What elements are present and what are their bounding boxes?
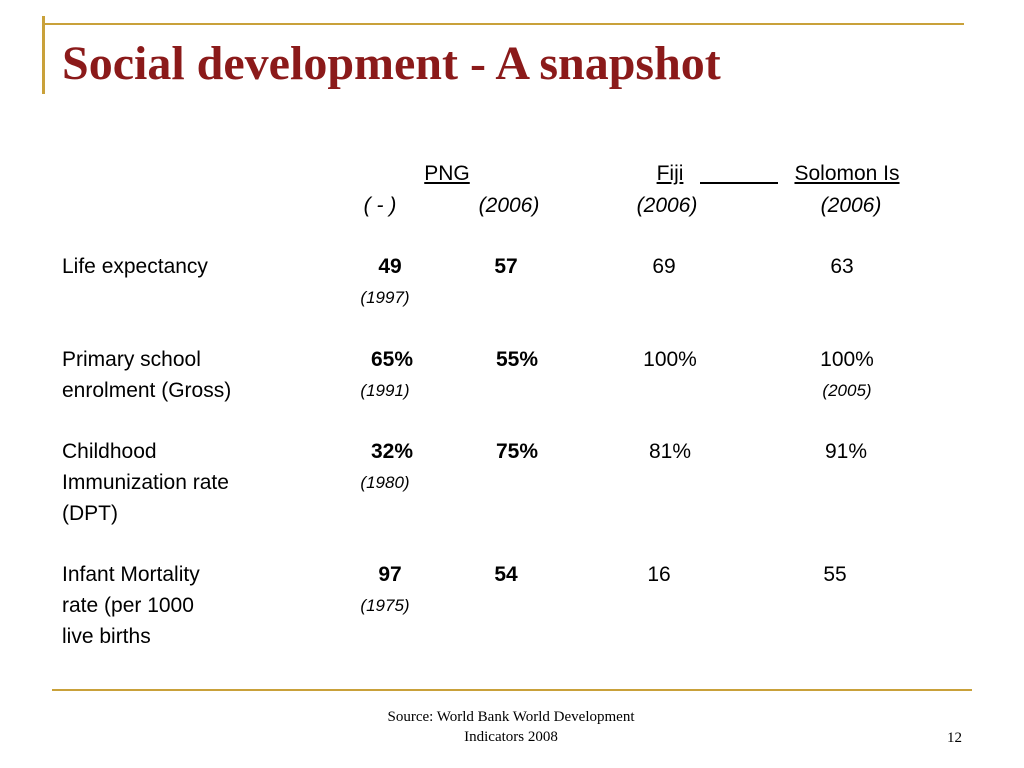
cell-infant-png-2006: 54	[494, 563, 518, 586]
cell-infant-solomon: 55	[823, 563, 847, 586]
cell-life-png-early: 49	[378, 255, 402, 278]
cell-life-fiji: 69	[652, 255, 676, 278]
row-label-immunization-1: Childhood	[62, 440, 157, 463]
cell-immun-png-early: 32%	[370, 440, 414, 463]
decorative-vertical-line	[42, 16, 45, 94]
cell-immun-fiji: 81%	[648, 440, 692, 463]
cell-infant-fiji: 16	[647, 563, 671, 586]
source-line-2: Indicators 2008	[464, 729, 558, 745]
col-header-fiji: Fiji	[656, 162, 684, 185]
slide-title: Social development - A snapshot	[62, 37, 721, 90]
cell-enrol-png-2006: 55%	[495, 348, 539, 371]
source-line-1: Source: World Bank World Development	[387, 709, 635, 725]
row-label-immunization-3: (DPT)	[62, 502, 118, 525]
source-note: Source: World Bank World Development Ind…	[388, 707, 635, 747]
cell-enrol-solomon: 100%	[820, 348, 874, 371]
cell-life-solomon: 63	[830, 255, 854, 278]
cell-infant-png-early: 97	[378, 563, 402, 586]
cell-immun-solomon: 91%	[824, 440, 868, 463]
col-year-solomon: (2006)	[820, 194, 882, 217]
cell-infant-png-early-year: (1975)	[360, 596, 410, 615]
page-number: 12	[947, 730, 962, 746]
col-year-fiji: (2006)	[636, 194, 698, 217]
cell-immun-png-2006: 75%	[495, 440, 539, 463]
col-year-png-early: ( - )	[363, 194, 397, 217]
cell-enrol-solomon-year: (2005)	[822, 381, 872, 400]
row-label-primary-school-1: Primary school	[62, 348, 201, 371]
col-header-solomon: Solomon Is	[794, 162, 900, 185]
cell-immun-png-early-year: (1980)	[360, 473, 410, 492]
cell-enrol-png-early-year: (1991)	[360, 381, 410, 400]
col-header-png: PNG	[424, 162, 470, 185]
row-label-infant-mortality-1: Infant Mortality	[62, 563, 200, 586]
cell-enrol-png-early: 65%	[370, 348, 414, 371]
row-label-infant-mortality-2: rate (per 1000	[62, 594, 194, 617]
row-label-immunization-2: Immunization rate	[62, 471, 229, 494]
row-label-primary-school-2: enrolment (Gross)	[62, 379, 232, 402]
decorative-bottom-line	[52, 689, 972, 691]
row-label-infant-mortality-3: live births	[62, 625, 151, 648]
cell-life-png-2006: 57	[494, 255, 518, 278]
cell-enrol-fiji: 100%	[643, 348, 697, 371]
col-year-png-2006: (2006)	[478, 194, 540, 217]
row-label-life-expectancy: Life expectancy	[62, 255, 208, 278]
cell-life-png-early-year: (1997)	[360, 288, 410, 307]
decorative-top-line	[42, 23, 964, 25]
